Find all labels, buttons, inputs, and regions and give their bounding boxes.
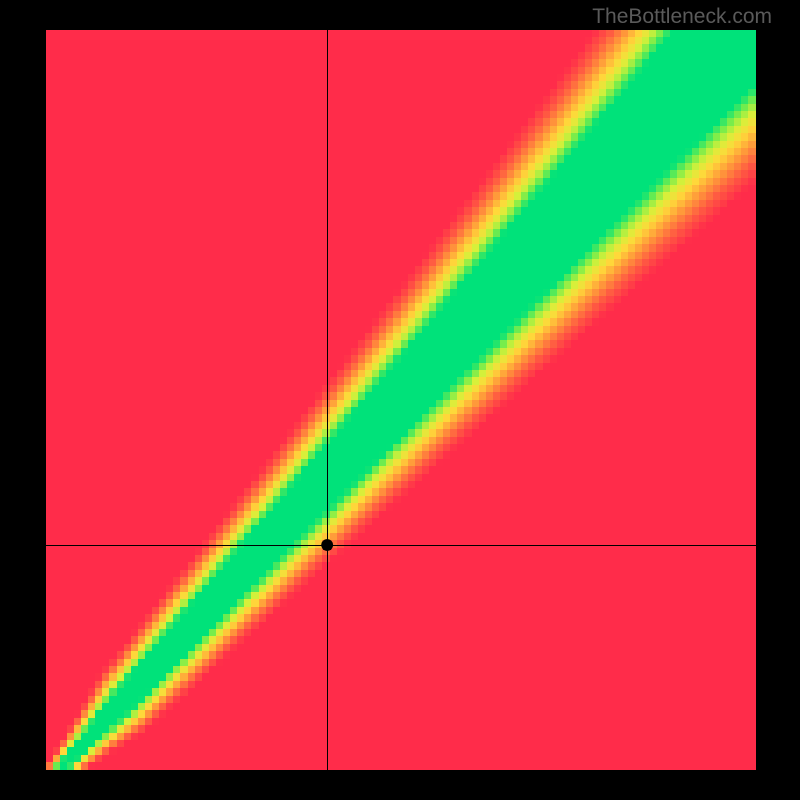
watermark-label: TheBottleneck.com [592,5,772,29]
bottleneck-heatmap [46,30,756,770]
chart-container: TheBottleneck.com [0,0,800,800]
